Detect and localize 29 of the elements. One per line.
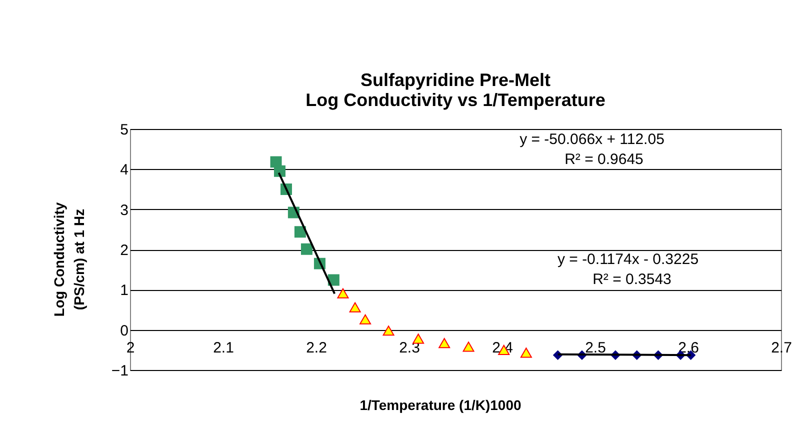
annotation: y = -0.1174x - 0.3225 xyxy=(557,251,699,268)
point xyxy=(520,348,532,358)
point xyxy=(349,302,361,312)
point xyxy=(438,338,450,348)
annotation: R² = 0.3543 xyxy=(592,271,672,288)
y-tick-label: 1 xyxy=(120,282,128,300)
x-tick-label: 2.1 xyxy=(213,339,234,356)
point xyxy=(274,165,286,177)
y-tick-label: 4 xyxy=(120,162,128,179)
y-tick-label: 2 xyxy=(120,242,128,259)
y-tick-label: 5 xyxy=(120,122,128,138)
x-tick-label: 2.2 xyxy=(306,339,327,356)
point xyxy=(300,243,312,255)
y-tick-label: −1 xyxy=(111,362,128,380)
x-tick-label: 2.7 xyxy=(771,339,792,356)
point xyxy=(382,326,394,336)
point xyxy=(294,226,306,238)
annotation: y = -50.066x + 112.05 xyxy=(520,131,664,148)
x-tick-label: 2.5 xyxy=(585,339,606,356)
chart-title: Sulfapyridine Pre-Melt Log Conductivity vs 1/Temperature xyxy=(306,70,606,110)
point xyxy=(462,342,474,352)
point xyxy=(360,314,372,324)
x-axis-title: 1/Temperature (1/K)1000 xyxy=(360,397,522,413)
x-tick-label: 2.6 xyxy=(678,339,699,356)
annotation: R² = 0.9645 xyxy=(564,151,644,168)
point xyxy=(337,288,349,298)
y-tick-label: 3 xyxy=(120,202,128,219)
y-tick-label: 0 xyxy=(120,322,128,340)
y-axis-title: Log Conductivity (PS/cm) at 1 Hz xyxy=(51,202,87,317)
